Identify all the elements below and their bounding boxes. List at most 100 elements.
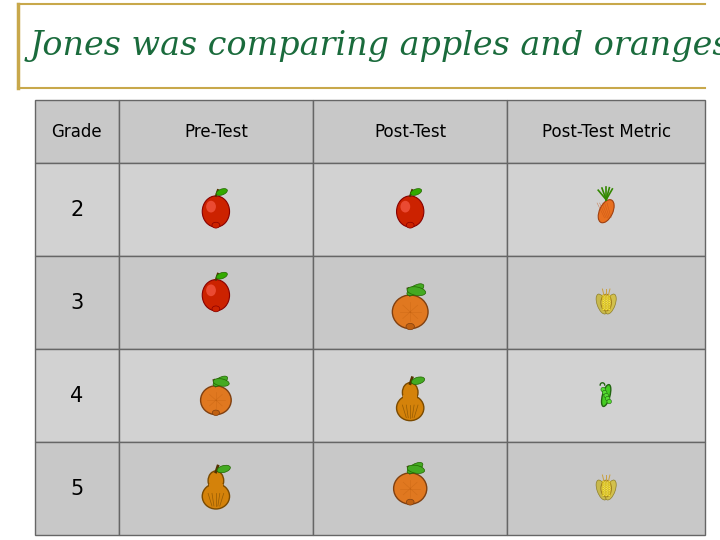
Ellipse shape <box>402 383 418 402</box>
Ellipse shape <box>397 395 424 421</box>
Bar <box>35 163 119 256</box>
Bar <box>119 100 313 163</box>
Text: 2: 2 <box>71 200 84 220</box>
Ellipse shape <box>608 490 611 492</box>
Ellipse shape <box>392 295 428 329</box>
Ellipse shape <box>605 295 607 297</box>
Ellipse shape <box>608 494 611 496</box>
Ellipse shape <box>596 480 607 500</box>
Ellipse shape <box>213 376 228 386</box>
Ellipse shape <box>201 386 231 415</box>
Ellipse shape <box>408 465 425 474</box>
Ellipse shape <box>206 201 216 213</box>
Ellipse shape <box>602 299 604 301</box>
Bar <box>119 256 313 349</box>
Ellipse shape <box>608 304 611 306</box>
Ellipse shape <box>602 304 604 306</box>
Ellipse shape <box>406 500 414 505</box>
Ellipse shape <box>602 494 604 496</box>
Ellipse shape <box>608 295 611 297</box>
Ellipse shape <box>602 492 604 494</box>
Ellipse shape <box>605 304 607 306</box>
Ellipse shape <box>602 295 604 297</box>
Ellipse shape <box>608 488 611 489</box>
Ellipse shape <box>605 306 607 308</box>
Bar <box>313 442 508 535</box>
Bar <box>508 100 705 163</box>
Ellipse shape <box>202 280 230 311</box>
Ellipse shape <box>397 196 424 227</box>
Ellipse shape <box>602 488 604 489</box>
Ellipse shape <box>202 484 230 509</box>
Ellipse shape <box>598 200 614 223</box>
Ellipse shape <box>602 483 604 485</box>
Ellipse shape <box>217 465 230 472</box>
Ellipse shape <box>212 306 220 312</box>
Ellipse shape <box>602 297 604 299</box>
Bar <box>508 442 705 535</box>
Ellipse shape <box>407 284 424 296</box>
Bar <box>313 100 508 163</box>
Ellipse shape <box>608 306 611 308</box>
Ellipse shape <box>411 377 425 384</box>
Ellipse shape <box>400 201 410 213</box>
Ellipse shape <box>406 323 415 330</box>
Circle shape <box>607 399 611 404</box>
Ellipse shape <box>406 222 414 228</box>
Ellipse shape <box>394 473 427 504</box>
Circle shape <box>601 387 606 392</box>
Ellipse shape <box>605 294 616 314</box>
Bar <box>35 256 119 349</box>
Text: 3: 3 <box>71 293 84 313</box>
Ellipse shape <box>605 488 607 489</box>
Bar <box>403 395 417 405</box>
Ellipse shape <box>605 480 616 500</box>
Ellipse shape <box>608 302 611 303</box>
Bar <box>119 442 313 535</box>
Bar <box>35 442 119 535</box>
Ellipse shape <box>602 485 604 487</box>
Ellipse shape <box>596 294 607 314</box>
Ellipse shape <box>605 308 607 310</box>
Ellipse shape <box>602 302 604 303</box>
Ellipse shape <box>605 481 607 483</box>
Ellipse shape <box>608 485 611 487</box>
Bar <box>35 100 119 163</box>
Ellipse shape <box>202 196 230 227</box>
Ellipse shape <box>608 308 611 310</box>
Bar <box>313 349 508 442</box>
Ellipse shape <box>206 285 216 296</box>
Bar <box>508 349 705 442</box>
Circle shape <box>603 390 607 395</box>
Ellipse shape <box>601 294 611 311</box>
Ellipse shape <box>605 302 607 303</box>
Ellipse shape <box>608 481 611 483</box>
Text: 4: 4 <box>71 386 84 406</box>
Text: Pre-Test: Pre-Test <box>184 123 248 140</box>
Text: Jones was comparing apples and oranges: Jones was comparing apples and oranges <box>30 30 720 62</box>
Ellipse shape <box>605 490 607 492</box>
Ellipse shape <box>605 492 607 494</box>
Bar <box>313 256 508 349</box>
Ellipse shape <box>608 483 611 485</box>
Ellipse shape <box>407 287 426 295</box>
Bar <box>508 163 705 256</box>
Ellipse shape <box>605 297 607 299</box>
Bar <box>119 349 313 442</box>
Ellipse shape <box>608 297 611 299</box>
Text: 5: 5 <box>71 478 84 498</box>
Bar <box>209 484 222 494</box>
Ellipse shape <box>602 306 604 308</box>
Ellipse shape <box>213 379 229 386</box>
Ellipse shape <box>601 480 611 497</box>
Bar <box>119 163 313 256</box>
Ellipse shape <box>212 222 220 228</box>
Ellipse shape <box>601 384 611 407</box>
Ellipse shape <box>608 299 611 301</box>
Text: Grade: Grade <box>52 123 102 140</box>
Ellipse shape <box>216 188 228 195</box>
Ellipse shape <box>208 471 224 490</box>
Ellipse shape <box>605 485 607 487</box>
Circle shape <box>606 396 610 401</box>
Ellipse shape <box>608 492 611 494</box>
